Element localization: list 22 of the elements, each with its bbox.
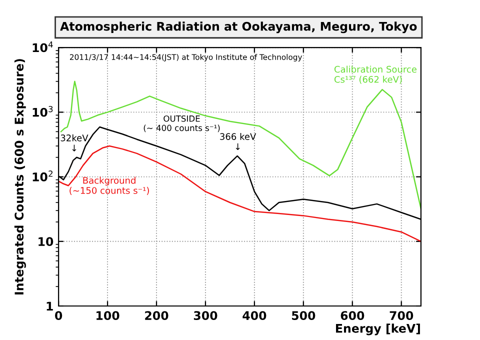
x-tick-label: 400 — [242, 311, 266, 320]
annotation: 32keV ↓ — [60, 134, 88, 152]
annotation: 366 keV ↓ — [220, 132, 256, 150]
x-tick-label: 700 — [390, 311, 414, 320]
series-label: Calibration Source Cs¹³⁷ (662 keV) — [334, 66, 416, 84]
chart-title: Atomospheric Radiation at Ookayama, Meguro, Tokyo — [60, 22, 417, 34]
series-label: Background (~150 counts s⁻¹) — [70, 176, 149, 195]
y-tick-label: 10 — [38, 237, 54, 246]
x-tick-label: 600 — [340, 311, 364, 320]
y-tick-label: 10$^{3}$ — [32, 106, 53, 117]
x-tick-label: 200 — [145, 311, 168, 320]
y-tick-label: 10$^{4}$ — [32, 41, 53, 52]
x-tick-label: 300 — [194, 311, 218, 320]
line-series — [58, 145, 421, 242]
x-tick-label: 0 — [55, 311, 62, 320]
y-tick-label: 1 — [46, 302, 53, 310]
x-tick-label: 100 — [96, 311, 120, 320]
x-axis-title: Energy [keV] — [336, 324, 420, 336]
x-tick-label: 500 — [292, 311, 316, 320]
y-axis-title: Integrated Counts (600 s Exposure) — [14, 59, 26, 294]
y-tick-label: 10$^{2}$ — [32, 170, 52, 182]
series-label: OUTSIDE (~ 400 counts s⁻¹) — [144, 115, 220, 132]
